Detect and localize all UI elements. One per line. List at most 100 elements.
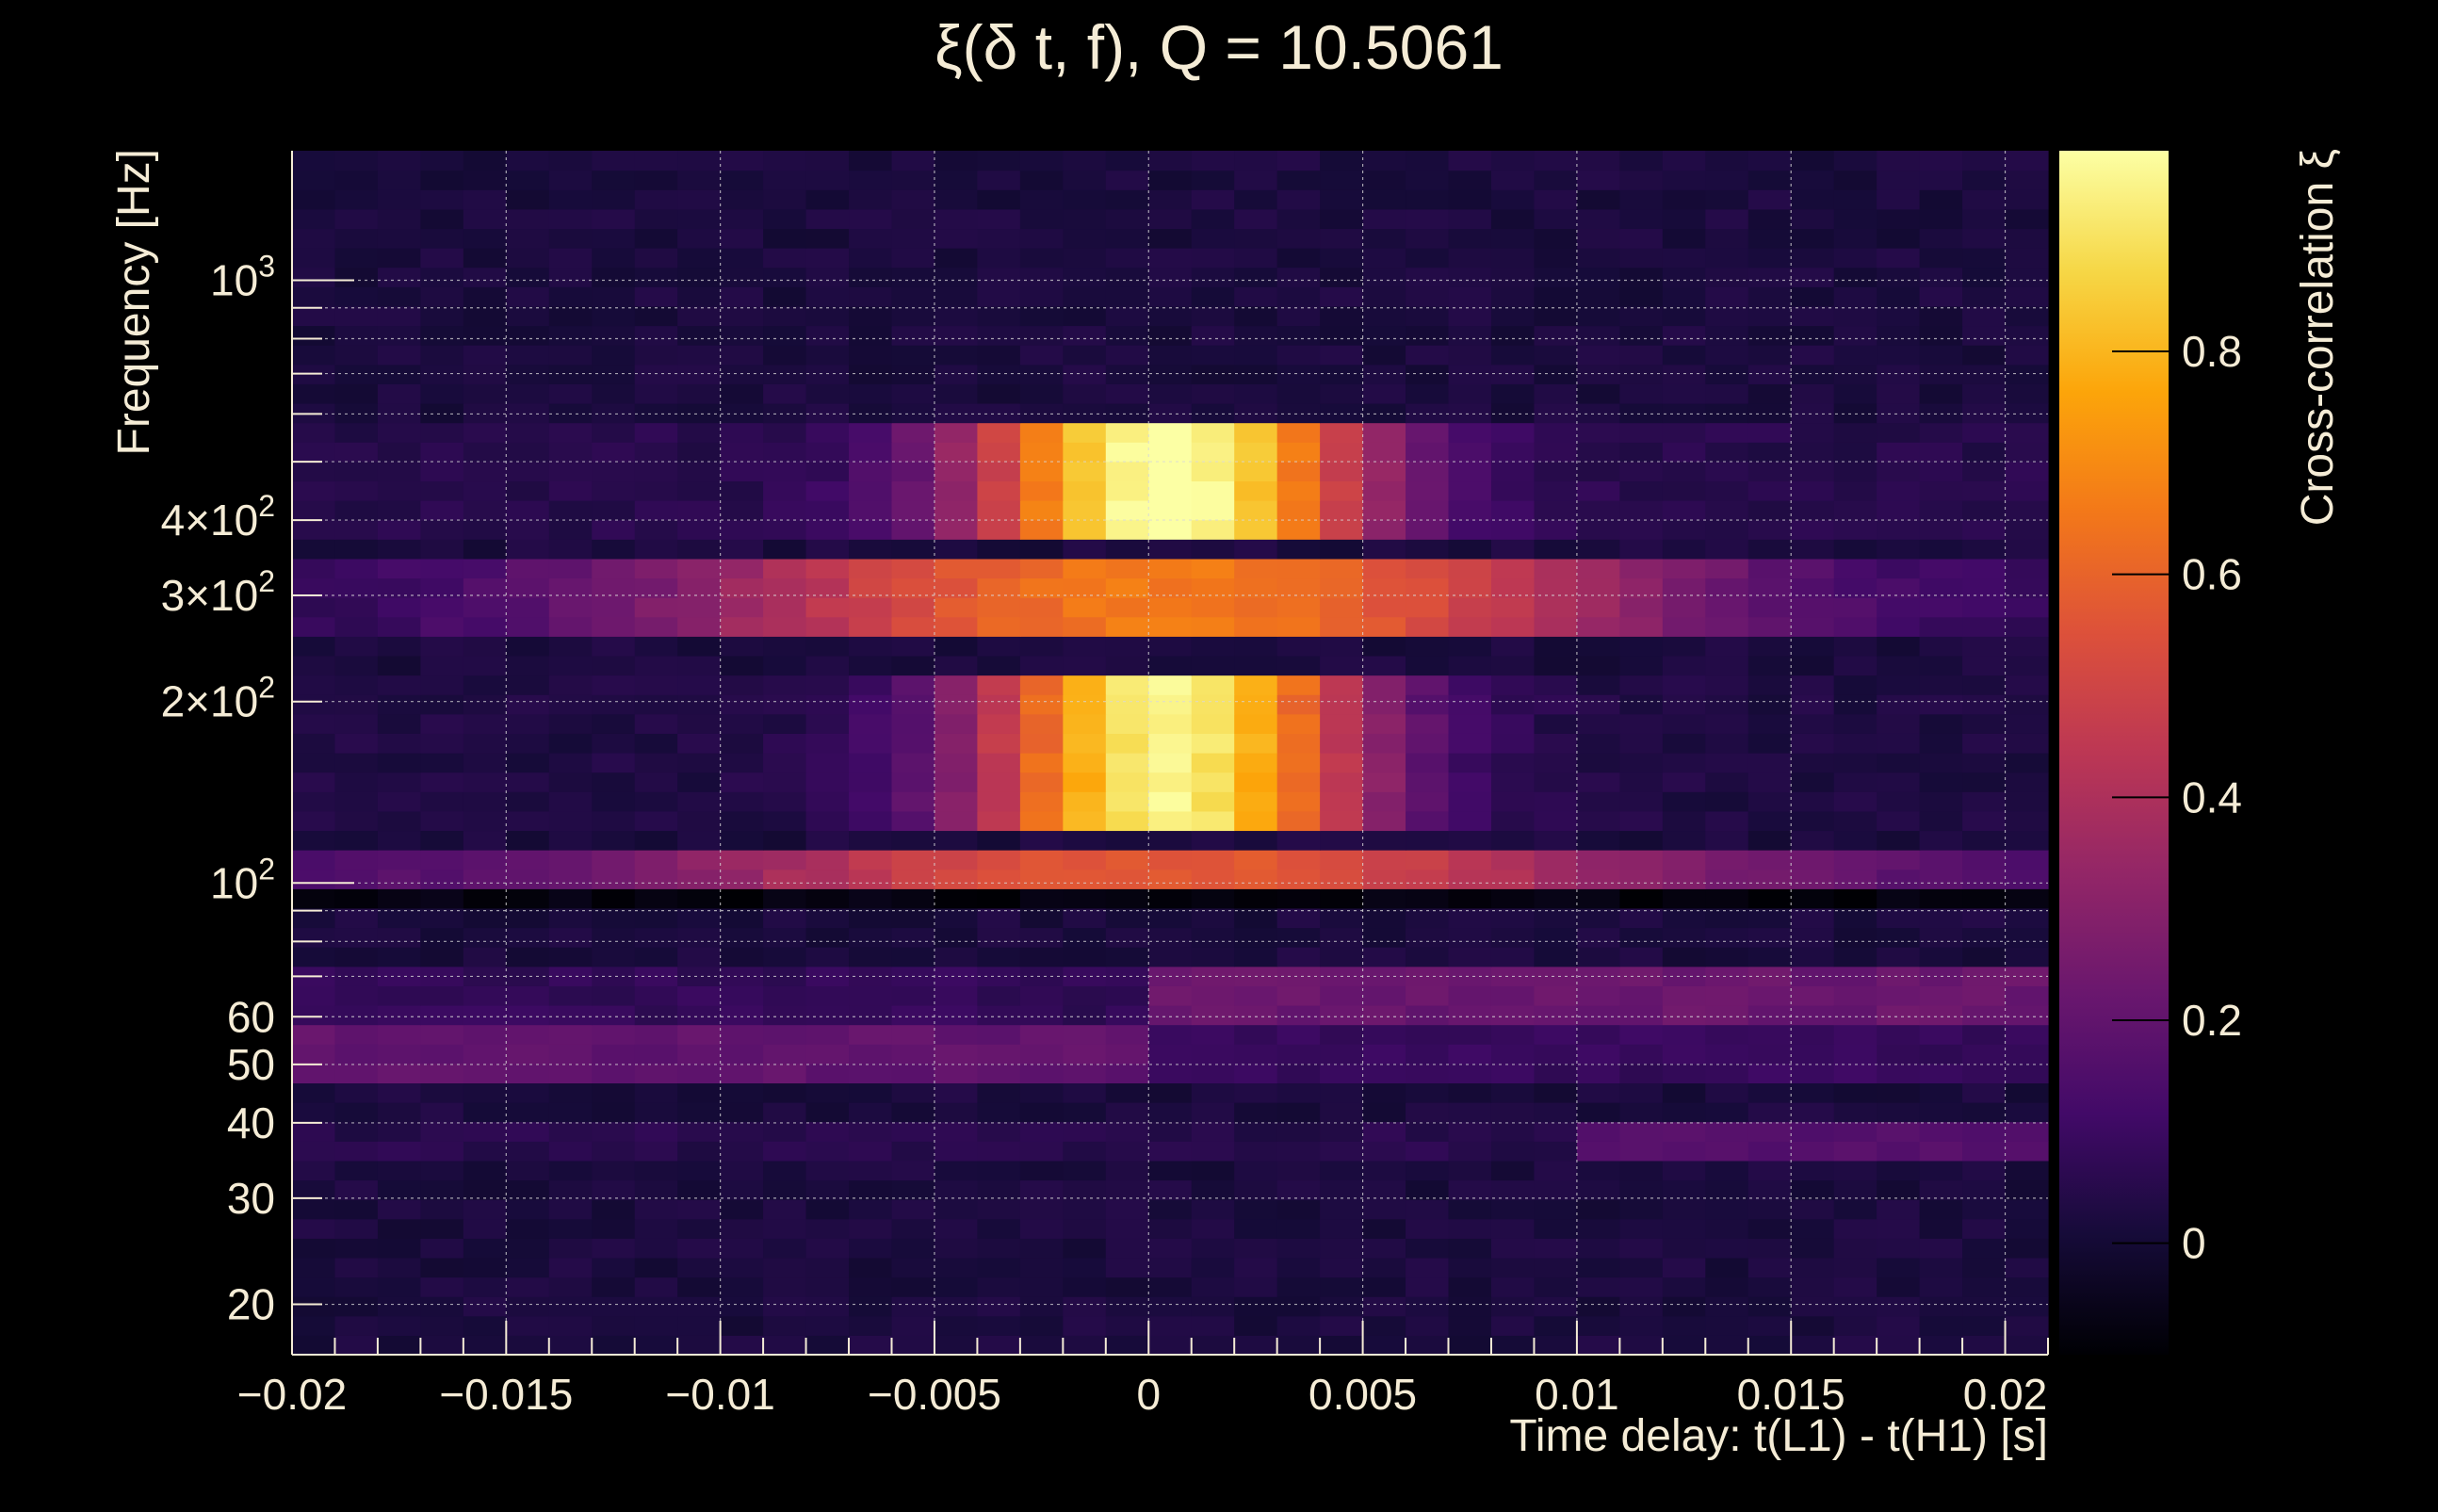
- heatmap-cell: [463, 519, 507, 540]
- heatmap-cell: [1362, 1160, 1406, 1181]
- heatmap-cell: [634, 480, 678, 501]
- heatmap-cell: [1919, 461, 1963, 482]
- heatmap-cell: [677, 753, 722, 773]
- heatmap-cell: [592, 869, 636, 889]
- heatmap-cell: [1490, 500, 1536, 521]
- heatmap-cell: [1148, 1121, 1193, 1142]
- heatmap-cell: [677, 1004, 722, 1026]
- heatmap-cell: [1063, 869, 1107, 889]
- heatmap-cell: [1406, 305, 1450, 327]
- heatmap-cell: [1063, 1160, 1107, 1181]
- heatmap-cell: [1105, 422, 1149, 443]
- heatmap-cell: [1320, 1179, 1364, 1200]
- heatmap-cell: [763, 248, 807, 268]
- heatmap-cell: [1448, 1296, 1492, 1317]
- heatmap-cell: [1919, 791, 1963, 812]
- heatmap-cell: [1191, 1257, 1235, 1278]
- heatmap-cell: [849, 1296, 893, 1317]
- heatmap-cell: [849, 985, 893, 1006]
- heatmap-cell: [1406, 1179, 1450, 1200]
- heatmap-cell: [1877, 1218, 1921, 1239]
- heatmap-cell: [805, 286, 850, 307]
- heatmap-cell: [1705, 947, 1749, 967]
- heatmap-cell: [849, 966, 893, 986]
- heatmap-cell: [1962, 888, 2007, 909]
- heatmap-cell: [1962, 1121, 2007, 1142]
- heatmap-cell: [1919, 616, 1963, 637]
- heatmap-cell: [1191, 461, 1235, 482]
- heatmap-cell: [677, 888, 722, 909]
- heatmap-cell: [334, 753, 379, 773]
- heatmap-cell: [548, 402, 593, 424]
- heatmap-cell: [334, 1121, 379, 1142]
- heatmap-cell: [1234, 810, 1278, 832]
- heatmap-cell: [977, 402, 1021, 424]
- heatmap-cell: [1705, 810, 1749, 832]
- heatmap-cell: [1919, 713, 1963, 734]
- heatmap-cell: [463, 422, 507, 443]
- heatmap-cell: [2005, 383, 2049, 404]
- heatmap-cell: [1747, 558, 1792, 579]
- heatmap-cell: [1747, 170, 1792, 190]
- heatmap-cell: [977, 1218, 1021, 1239]
- heatmap-cell: [1448, 1315, 1492, 1336]
- heatmap-cell: [334, 985, 379, 1006]
- heatmap-cell: [1705, 1257, 1749, 1278]
- heatmap-cell: [1448, 1335, 1492, 1356]
- heatmap-cell: [891, 694, 935, 715]
- heatmap-cell: [1276, 616, 1321, 637]
- heatmap-cell: [1534, 1199, 1578, 1220]
- heatmap-cell: [1191, 1179, 1235, 1200]
- heatmap-cell: [1019, 442, 1064, 463]
- heatmap-cell: [1576, 1141, 1620, 1162]
- heatmap-cell: [634, 422, 678, 443]
- heatmap-cell: [292, 519, 336, 540]
- heatmap-cell: [1019, 1121, 1064, 1142]
- heatmap-cell: [334, 208, 379, 230]
- heatmap-cell: [506, 189, 550, 210]
- heatmap-cell: [1019, 675, 1064, 695]
- heatmap-cell: [1448, 1179, 1492, 1200]
- heatmap-cell: [1791, 733, 1835, 754]
- heatmap-cell: [463, 655, 507, 676]
- heatmap-cell: [2005, 1044, 2049, 1065]
- heatmap-cell: [420, 753, 464, 773]
- heatmap-cell: [1448, 286, 1492, 307]
- heatmap-cell: [1877, 1199, 1921, 1220]
- heatmap-cell: [1448, 170, 1492, 190]
- heatmap-cell: [1063, 675, 1107, 695]
- heatmap-cell: [1877, 1160, 1921, 1181]
- heatmap-cell: [1833, 753, 1877, 773]
- heatmap-cell: [506, 597, 550, 618]
- heatmap-cell: [1877, 888, 1921, 909]
- heatmap-cell: [1105, 753, 1149, 773]
- heatmap-cell: [934, 577, 979, 598]
- heatmap-cell: [891, 888, 935, 909]
- heatmap-cell: [763, 1218, 807, 1239]
- heatmap-cell: [634, 675, 678, 695]
- heatmap-cell: [1747, 791, 1792, 812]
- heatmap-cell: [891, 1296, 935, 1317]
- heatmap-cell: [1234, 1063, 1278, 1084]
- heatmap-cell: [292, 208, 336, 230]
- heatmap-cell: [720, 675, 764, 695]
- heatmap-cell: [506, 1121, 550, 1142]
- heatmap-cell: [1234, 1024, 1278, 1045]
- heatmap-cell: [1362, 733, 1406, 754]
- heatmap-cell: [1276, 1121, 1321, 1142]
- heatmap-cell: [377, 1179, 421, 1200]
- heatmap-cell: [592, 597, 636, 618]
- heatmap-cell: [592, 1257, 636, 1278]
- heatmap-cell: [1662, 402, 1706, 424]
- heatmap-cell: [1191, 655, 1235, 676]
- heatmap-cell: [1406, 519, 1450, 540]
- heatmap-cell: [763, 1276, 807, 1297]
- heatmap-cell: [1148, 325, 1193, 346]
- heatmap-cell: [1105, 364, 1149, 384]
- heatmap-cell: [720, 461, 764, 482]
- heatmap-cell: [1919, 1024, 1963, 1045]
- heatmap-cell: [934, 1082, 979, 1103]
- heatmap-cell: [1406, 1257, 1450, 1278]
- heatmap-cell: [1063, 1335, 1107, 1356]
- heatmap-cell: [1791, 325, 1835, 346]
